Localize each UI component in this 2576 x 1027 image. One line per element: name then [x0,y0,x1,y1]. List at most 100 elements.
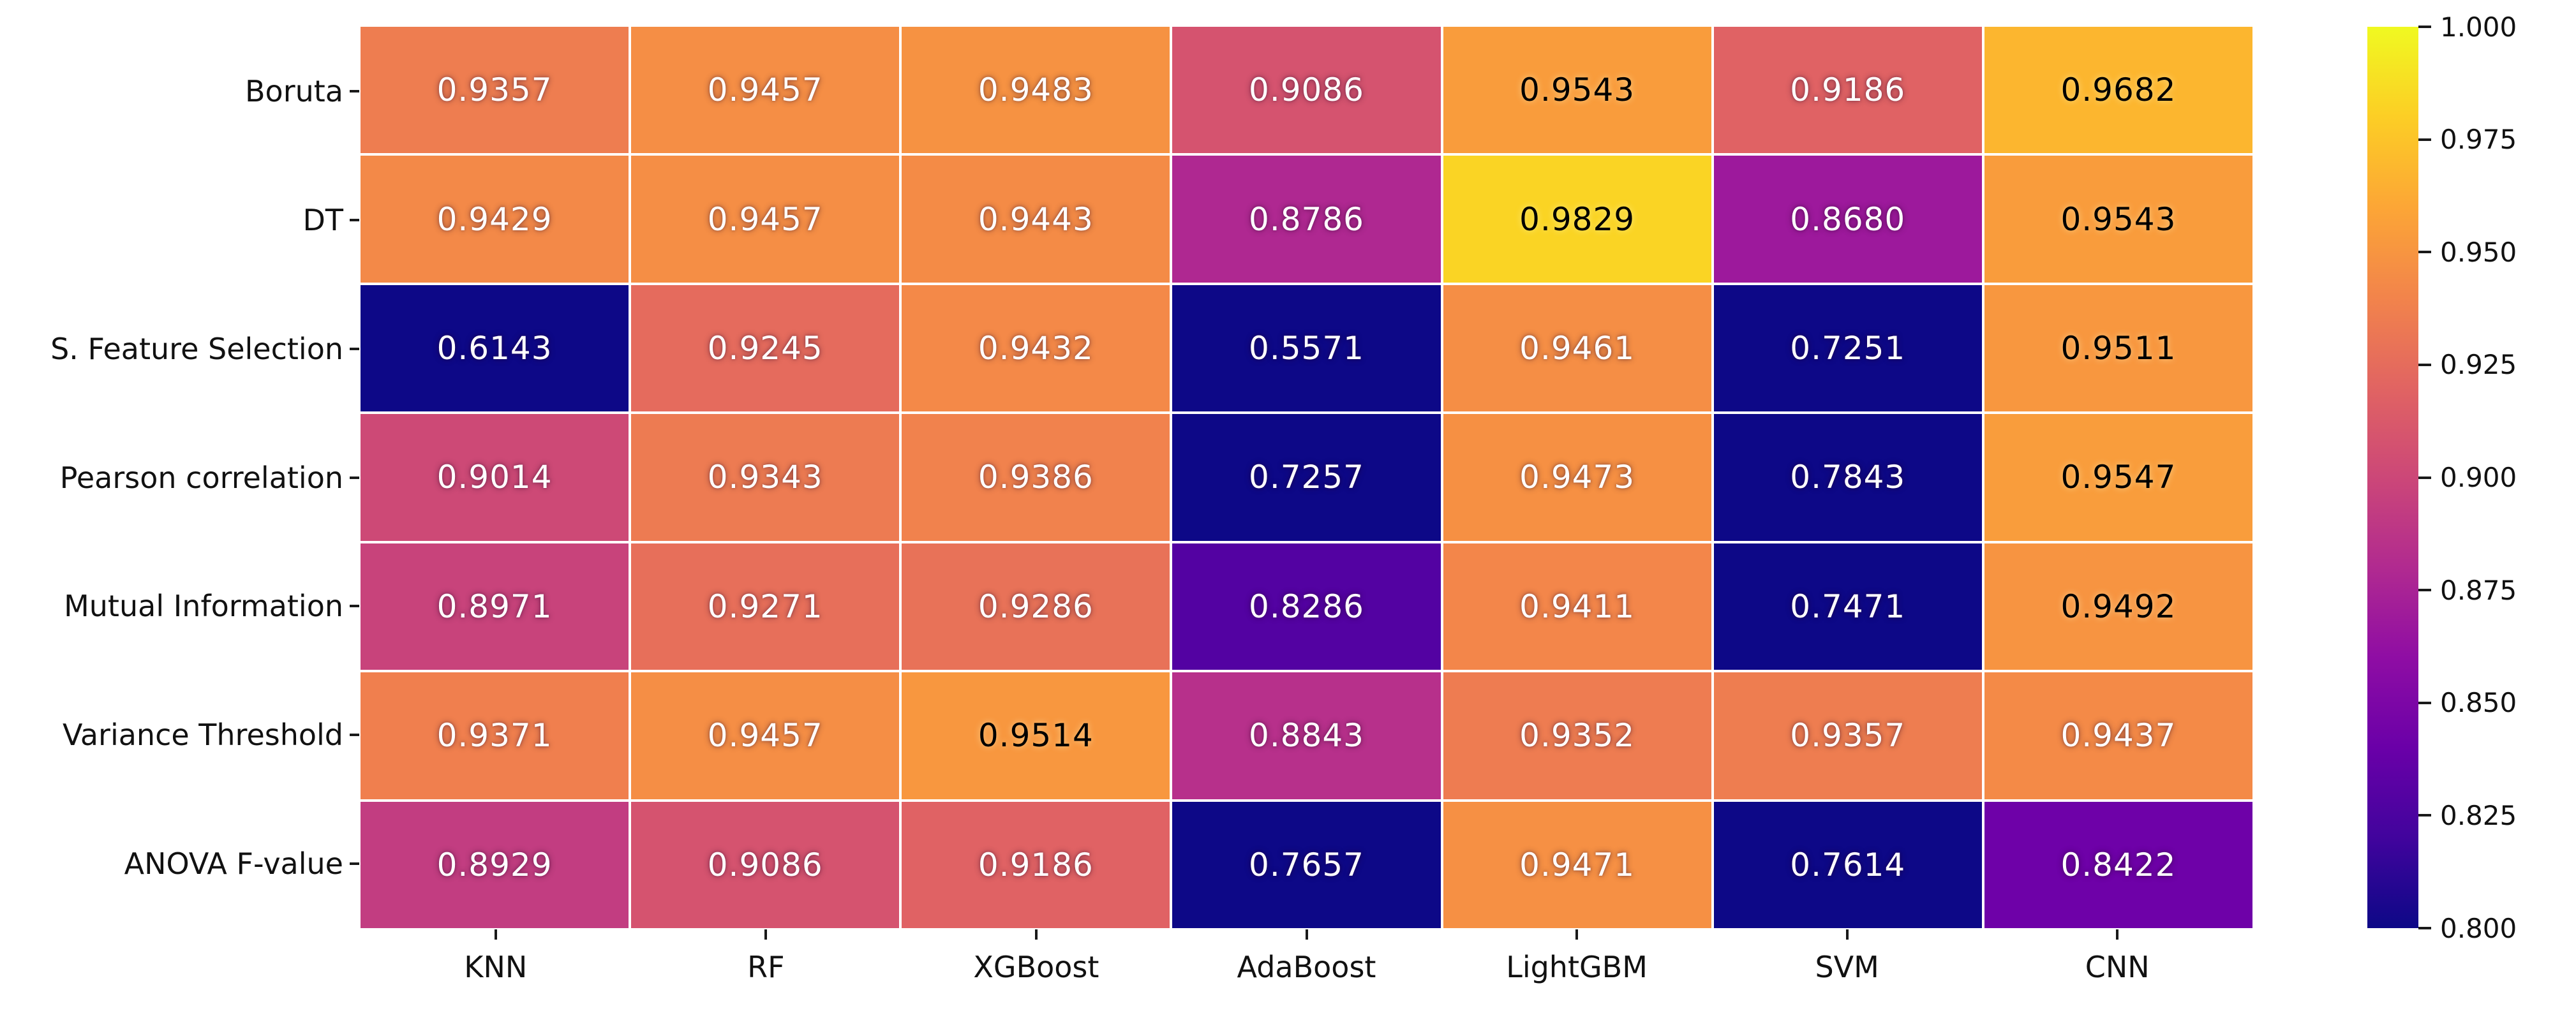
colorbar-tick [2418,701,2431,704]
heatmap-cell: 0.8680 [1713,156,1982,283]
heatmap-cell: 0.8929 [361,801,629,928]
heatmap-cell: 0.9829 [1443,156,1711,283]
y-axis-tick [350,734,359,737]
cell-value: 0.8422 [2060,846,2177,883]
x-axis-label: XGBoost [973,950,1099,984]
cell-value: 0.9543 [1519,71,1635,109]
cell-value: 0.9483 [978,71,1094,109]
x-axis-label: KNN [464,950,528,984]
y-axis-label: Variance Threshold [62,718,343,753]
cell-value: 0.5571 [1249,330,1364,367]
y-axis-tick [350,862,359,866]
heatmap-cell: 0.9357 [1713,672,1982,799]
y-axis-tick [350,605,359,608]
cell-value: 0.9547 [2060,459,2177,496]
y-axis-label: S. Feature Selection [50,331,343,366]
heatmap-cell: 0.9682 [1984,27,2252,154]
heatmap-cell: 0.9014 [361,414,629,541]
cell-value: 0.9511 [2060,330,2177,367]
heatmap-cell: 0.9483 [902,27,1170,154]
heatmap-cell: 0.9461 [1443,284,1711,412]
heatmap-cell: 0.7471 [1713,543,1982,670]
y-axis-tick [350,347,359,350]
heatmap-cell: 0.7657 [1172,801,1441,928]
heatmap-cell: 0.9547 [1984,414,2252,541]
cell-value: 0.8843 [1249,717,1364,755]
cell-value: 0.9357 [436,71,553,109]
heatmap-cell: 0.8422 [1984,801,2252,928]
heatmap-cell: 0.9286 [902,543,1170,670]
heatmap-cell: 0.9492 [1984,543,2252,670]
y-axis-label: Mutual Information [64,589,343,624]
heatmap-cell: 0.9457 [631,672,900,799]
y-axis-tick [350,89,359,92]
x-axis-tick [1305,929,1308,940]
colorbar-tick-label: 0.875 [2440,574,2517,606]
cell-value: 0.9437 [2060,717,2177,755]
cell-value: 0.9432 [978,330,1094,367]
heatmap-cell: 0.9343 [631,414,900,541]
heatmap-cell: 0.9357 [361,27,629,154]
x-axis-tick [1845,929,1849,940]
cell-value: 0.9443 [978,200,1094,238]
heatmap-cell: 0.8286 [1172,543,1441,670]
heatmap-cell: 0.9511 [1984,284,2252,412]
heatmap-cell: 0.9457 [631,27,900,154]
heatmap-cell: 0.8843 [1172,672,1441,799]
cell-value: 0.7471 [1790,587,1906,625]
heatmap-cell: 0.9543 [1443,27,1711,154]
heatmap-cell: 0.9471 [1443,801,1711,928]
heatmap-cell: 0.9371 [361,672,629,799]
cell-value: 0.9429 [436,200,553,238]
cell-value: 0.9014 [436,459,553,496]
cell-value: 0.9186 [978,846,1094,883]
heatmap-cell: 0.9186 [1713,27,1982,154]
x-axis-tick [764,929,768,940]
cell-value: 0.9543 [2060,200,2177,238]
heatmap-cell: 0.9186 [902,801,1170,928]
cell-value: 0.8929 [436,846,553,883]
cell-value: 0.7614 [1790,846,1906,883]
colorbar-tick [2418,476,2431,479]
cell-value: 0.9473 [1519,459,1635,496]
x-axis-label: LightGBM [1506,950,1648,984]
cell-value: 0.9411 [1519,587,1635,625]
heatmap-cell: 0.8971 [361,543,629,670]
y-axis-label: Pearson correlation [59,460,343,495]
cell-value: 0.9343 [707,459,823,496]
heatmap-cell: 0.6143 [361,284,629,412]
heatmap-cell: 0.9543 [1984,156,2252,283]
cell-value: 0.8971 [436,587,553,625]
cell-value: 0.9357 [1790,717,1906,755]
cell-value: 0.9386 [978,459,1094,496]
heatmap-cell: 0.7251 [1713,284,1982,412]
cell-value: 0.9829 [1519,200,1635,238]
heatmap-cell: 0.7614 [1713,801,1982,928]
cell-value: 0.9352 [1519,717,1635,755]
colorbar-tick-label: 0.850 [2440,687,2517,719]
cell-value: 0.9457 [707,717,823,755]
colorbar-tick [2418,251,2431,254]
x-axis-label: SVM [1815,950,1879,984]
cell-value: 0.9371 [436,717,553,755]
heatmap-cell: 0.9271 [631,543,900,670]
x-axis-label: AdaBoost [1237,950,1376,984]
heatmap-cell: 0.9245 [631,284,900,412]
colorbar-tick-label: 0.800 [2440,912,2517,944]
heatmap-cell: 0.9386 [902,414,1170,541]
cell-value: 0.9245 [707,330,823,367]
x-axis-label: CNN [2085,950,2150,984]
heatmap-cell: 0.9473 [1443,414,1711,541]
x-axis-tick [2116,929,2119,940]
cell-value: 0.9457 [707,200,823,238]
y-axis-label: Boruta [245,73,343,108]
cell-value: 0.9457 [707,71,823,109]
heatmap-cell: 0.9514 [902,672,1170,799]
heatmap-cell: 0.8786 [1172,156,1441,283]
cell-value: 0.9286 [978,587,1094,625]
cell-value: 0.8680 [1790,200,1906,238]
colorbar-tick [2418,927,2431,929]
y-axis-label: DT [302,202,343,237]
cell-value: 0.7843 [1790,459,1906,496]
